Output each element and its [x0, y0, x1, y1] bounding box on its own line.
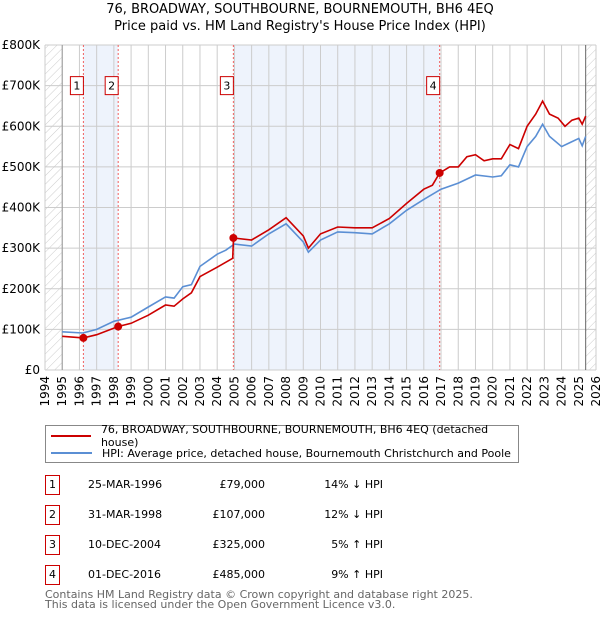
x-tick-label: 2012: [348, 376, 362, 407]
x-tick-label: 1996: [72, 376, 86, 407]
sale-label: 2: [108, 80, 115, 93]
x-tick-label: 2006: [245, 376, 259, 407]
x-tick-label: 1999: [124, 376, 138, 407]
x-tick-label: 2020: [486, 376, 500, 407]
footer-line: This data is licensed under the Open Gov…: [45, 598, 396, 611]
x-tick-label: 2019: [468, 376, 482, 407]
x-tick-label: 2001: [159, 376, 173, 407]
sale-label: 4: [430, 80, 437, 93]
x-tick-label: 2005: [227, 376, 241, 407]
x-tick-label: 2023: [537, 376, 551, 407]
x-tick-label: 2013: [365, 376, 379, 407]
x-tick-label: 2015: [400, 376, 414, 407]
sale-date: 10-DEC-2004: [88, 538, 162, 551]
y-tick-label: £100K: [2, 322, 42, 336]
sale-number: 3: [45, 535, 60, 555]
legend-swatch: [51, 435, 91, 437]
x-tick-label: 2010: [314, 376, 328, 407]
legend-label: HPI: Average price, detached house, Bour…: [102, 446, 511, 460]
sale-label-box: [104, 76, 119, 96]
y-tick-label: £400K: [2, 201, 42, 215]
plot-area: 1994 1995 1996 1997 1998 1999 2000 2001 2002 2003…: [2, 38, 600, 407]
x-tick-label: 1994: [38, 376, 52, 407]
sale-point: [229, 233, 238, 242]
chart-title: 76, BROADWAY, SOUTHBOURNE, BOURNEMOUTH, …: [106, 2, 494, 17]
sale-hpi-diff: 14% ↓ HPI: [324, 478, 383, 491]
legend-label: 76, BROADWAY, SOUTHBOURNE, BOURNEMOUTH, …: [100, 423, 489, 449]
sale-number: 4: [45, 565, 60, 585]
sale-row: 3 10-DEC-2004 £325,000 5% ↑ HPI: [45, 535, 545, 555]
sale-label-box: [426, 76, 441, 96]
sale-point: [435, 168, 444, 177]
y-tick-label: £300K: [2, 241, 42, 255]
legend-swatch: [51, 452, 92, 454]
sale-label-box: [69, 76, 84, 96]
sale-point: [114, 322, 123, 331]
y-tick-label: £500K: [2, 160, 42, 174]
x-tick-label: 2008: [279, 376, 293, 407]
x-tick-label: 2025: [572, 376, 586, 407]
sale-date: 31-MAR-1998: [88, 508, 163, 521]
sale-label-box: [219, 76, 234, 96]
y-tick-label: £200K: [2, 282, 42, 296]
sale-hpi-diff: 12% ↓ HPI: [324, 508, 383, 521]
sale-label: 3: [223, 80, 230, 93]
sale-row: 2 31-MAR-1998 £107,000 12% ↓ HPI: [45, 505, 545, 525]
x-tick-label: 2018: [451, 376, 465, 407]
sale-row: 4 01-DEC-2016 £485,000 9% ↑ HPI: [45, 565, 545, 585]
sale-price: £485,000: [212, 568, 266, 581]
x-tick-label: 2016: [417, 376, 431, 407]
x-tick-label: 2009: [296, 376, 310, 407]
x-tick-label: 2004: [210, 376, 224, 407]
x-tick-label: 2003: [193, 376, 207, 407]
sale-number: 2: [45, 505, 60, 525]
legend-item-hpi: HPI: Average price, detached house, Bour…: [46, 445, 511, 461]
x-tick-label: 2021: [503, 376, 517, 407]
series-line-hpi: [62, 122, 587, 334]
series-line-property: [62, 99, 587, 339]
x-tick-label: 2014: [382, 376, 396, 407]
footer: Contains HM Land Registry data © Crown c…: [45, 588, 473, 611]
x-tick-label: 2022: [520, 376, 534, 407]
x-tick-label: 1998: [107, 376, 121, 407]
sale-hpi-diff: 9% ↑ HPI: [331, 568, 383, 581]
x-tick-label: 1997: [90, 376, 104, 407]
x-tick-label: 2024: [555, 376, 569, 407]
y-tick-label: £700K: [2, 79, 42, 93]
x-tick-label: 2000: [141, 376, 155, 407]
x-tick-label: 1995: [55, 376, 69, 407]
sale-date: 01-DEC-2016: [88, 568, 162, 581]
footer-line: Contains HM Land Registry data © Crown c…: [45, 588, 473, 601]
x-tick-label: 2026: [589, 376, 600, 407]
x-tick-label: 2002: [176, 376, 190, 407]
sale-price: £79,000: [219, 478, 266, 491]
y-tick-label: £0: [25, 363, 40, 377]
sale-price: £107,000: [212, 508, 266, 521]
chart-subtitle: Price paid vs. HM Land Registry's House …: [114, 19, 486, 34]
sale-hpi-diff: 5% ↑ HPI: [331, 538, 383, 551]
y-tick-label: £600K: [2, 119, 42, 133]
x-tick-label: 2017: [434, 376, 448, 407]
sale-number: 1: [45, 475, 60, 495]
legend-item-property: 76, BROADWAY, SOUTHBOURNE, BOURNEMOUTH, …: [46, 423, 518, 449]
sale-price: £325,000: [212, 538, 266, 551]
sale-date: 25-MAR-1996: [88, 478, 163, 491]
sale-point: [79, 333, 88, 342]
sale-row: 1 25-MAR-1996 £79,000 14% ↓ HPI: [45, 475, 545, 495]
x-tick-label: 2007: [262, 376, 276, 407]
x-tick-label: 2011: [331, 376, 345, 407]
sale-label: 1: [73, 80, 80, 93]
legend: 76, BROADWAY, SOUTHBOURNE, BOURNEMOUTH, …: [45, 423, 519, 463]
y-tick-label: £800K: [2, 38, 42, 52]
